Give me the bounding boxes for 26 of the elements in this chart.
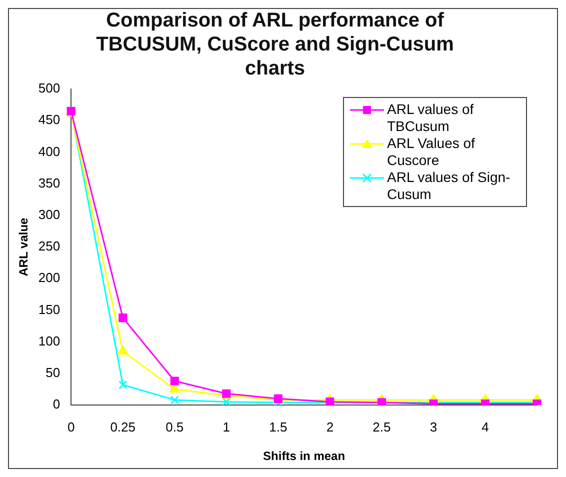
legend-label: ARL values of TBCusum — [387, 101, 475, 135]
y-tick-label: 200 — [38, 270, 60, 286]
x-axis-title: Shifts in mean — [263, 449, 346, 464]
y-tick-label: 50 — [46, 364, 60, 380]
y-tick-label: 300 — [38, 206, 60, 222]
y-tick-label: 250 — [38, 238, 60, 254]
legend-label: ARL values of Sign-Cusum — [387, 169, 512, 203]
y-tick-label: 400 — [38, 144, 60, 159]
y-tick-label: 0 — [52, 396, 60, 412]
y-tick-label: 500 — [38, 80, 60, 96]
y-tick-label: 150 — [38, 302, 60, 317]
x-tick-label: 3 — [430, 419, 438, 434]
y-tick-label: 100 — [38, 333, 60, 348]
y-tick-label: 350 — [38, 175, 60, 190]
x-tick-label: 0.25 — [110, 419, 136, 434]
x-tick-label: 0 — [67, 419, 75, 434]
x-tick-label: 1.5 — [269, 419, 288, 434]
x-tick-label: 1 — [222, 419, 230, 434]
y-tick-label: 450 — [38, 112, 60, 128]
x-tick-label: 4 — [482, 419, 489, 434]
chart-title: Comparison of ARL performance of TBCUSUM, CuScore and Sign-Cusum charts — [96, 10, 454, 80]
x-tick-label: 2 — [326, 419, 334, 434]
y-axis-title: ARL value — [16, 217, 31, 276]
x-tick-label: 2.5 — [372, 419, 391, 434]
x-tick-label: 0.5 — [166, 419, 184, 434]
legend-label: ARL Values of Cuscore — [387, 135, 476, 169]
